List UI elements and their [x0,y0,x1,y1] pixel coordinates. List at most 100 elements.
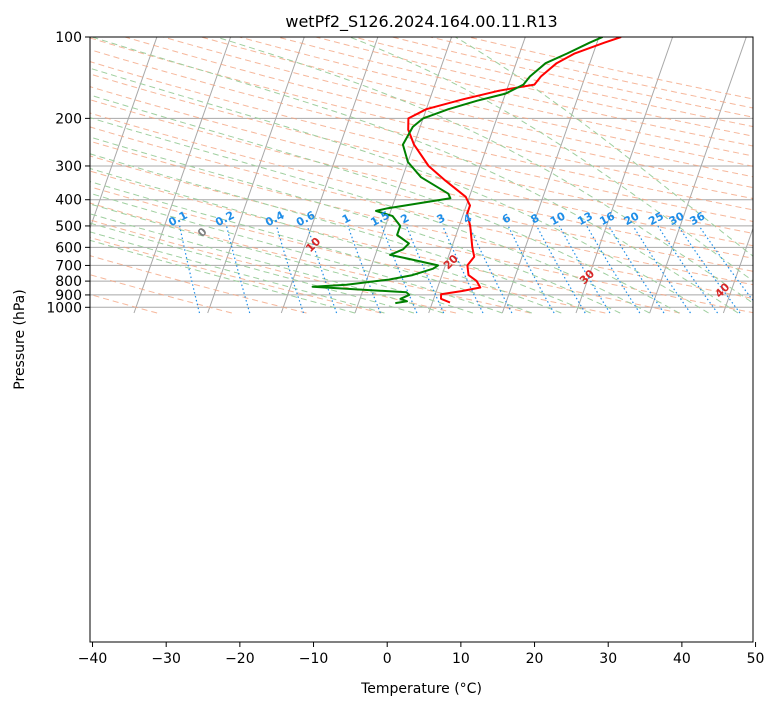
y-tick-label: 800 [55,274,82,290]
isotherm-line [428,37,526,314]
isotherm-line [501,37,600,314]
mixing-ratio-line [536,225,586,314]
y-tick-label: 200 [55,111,82,127]
moist-adiabat-line [90,153,591,314]
dry-adiabat-line [90,86,753,247]
y-axis-label: Pressure (hPa) [12,289,28,389]
mixing-ratio-line [632,225,691,314]
mixing-ratio-line [558,225,611,314]
moist-adiabat-line [90,213,444,314]
x-axis-label: Temperature (°C) [360,681,482,697]
mixing-ratio-line [179,225,201,314]
dewpoint-profile-line [311,37,604,305]
temperature-profile-line [407,37,622,304]
mixing-ratio-label: 10 [548,209,568,228]
x-tick-label: −40 [78,651,108,667]
dry-adiabat-line [90,61,753,222]
moist-adiabat-line [90,222,415,314]
dry-adiabat-line [90,140,753,299]
dry-adiabat-line [239,37,753,157]
mixing-ratio-line [586,225,641,314]
mixing-ratio-lines [179,225,753,314]
moist-adiabat-line [90,67,709,314]
dry-adiabat-line [90,112,753,272]
profile-series [311,37,622,305]
moist-adiabat-line [91,37,739,314]
mixing-ratio-label: 6 [500,211,513,226]
mixing-ratio-line [677,225,741,314]
moist-adiabat-line [90,94,680,314]
y-tick-label: 700 [55,258,82,274]
mixing-ratio-line [347,225,381,314]
mixing-ratio-label: 30 [667,209,687,228]
y-tick-label: 1000 [46,300,82,316]
mixing-ratio-line [608,225,665,314]
y-tick-label: 900 [55,288,82,304]
mixing-ratio-line [275,225,304,314]
mixing-ratio-label: 25 [646,210,666,229]
dry-adiabat-line [90,155,753,314]
y-tick-label: 600 [55,240,82,256]
mixing-ratio-line [468,225,513,314]
x-axis: −40 −30 −20 −10 0 10 20 30 40 50 [78,642,765,667]
moist-adiabat-line [90,239,356,314]
dry-adiabat-line [90,126,753,286]
x-tick-label: −30 [151,651,181,667]
moist-adiabat-line [90,117,650,314]
mixing-ratio-label: 2 [398,211,411,226]
mixing-ratio-label: 8 [529,211,542,226]
dry-adiabat-line [163,37,753,178]
dry-adiabat-line [90,274,232,314]
mixing-ratio-line [381,225,418,314]
isotherm-gridlines [0,37,753,314]
x-tick-label: −10 [299,651,329,667]
isotherm-line [649,37,747,314]
mixing-ratio-label: 36 [688,209,708,228]
mixing-ratio-line [405,225,445,314]
dry-adiabat-line [0,37,8,313]
isotherm-line [280,37,379,314]
plot-frame [89,36,754,643]
x-tick-label: −20 [225,651,255,667]
x-tick-label: 40 [673,651,691,667]
chart-title: wetPf2_S126.2024.164.00.11.R13 [285,12,557,32]
moist-adiabat-line [90,231,385,314]
mixing-ratio-label: 1 [340,211,353,226]
dry-adiabat-label: 10 [303,235,323,255]
moist-adiabat-line [455,37,753,257]
mixing-ratio-line [657,225,719,314]
isotherm-line [90,37,158,230]
mixing-ratio-label: 4 [461,211,474,226]
mixing-ratio-line [507,225,555,314]
isotherm-line [133,37,232,314]
y-tick-label: 300 [55,159,82,175]
dry-adiabat-line [90,170,681,314]
dry-adiabat-line [90,236,382,314]
isobar-gridlines [90,37,753,308]
x-tick-label: 50 [747,651,765,667]
dry-adiabat-label: 30 [577,267,597,287]
moist-adiabat-line [216,37,753,304]
mixing-ratio-label: 20 [622,209,642,228]
moist-adiabats [90,37,753,314]
y-tick-label: 100 [55,30,82,46]
isotherm-line [0,37,10,313]
moist-adiabat-line [90,203,474,314]
mixing-ratio-line [225,225,251,314]
mixing-ratio-label: 13 [575,210,595,229]
mixing-ratio-line [698,225,753,302]
x-tick-label: 10 [452,651,470,667]
x-tick-label: 20 [526,651,544,667]
dry-adiabat-label: 40 [712,280,732,300]
isotherm-line [354,37,453,314]
dry-adiabat-line [90,49,753,211]
dry-adiabat-line [90,255,307,314]
moist-adiabat-line [349,37,753,282]
dry-adiabat-line [90,186,606,314]
dry-adiabats [0,37,753,314]
isotherm-line [575,37,674,314]
mixing-ratio-label: 16 [597,209,617,228]
dry-adiabat-line [90,73,753,234]
